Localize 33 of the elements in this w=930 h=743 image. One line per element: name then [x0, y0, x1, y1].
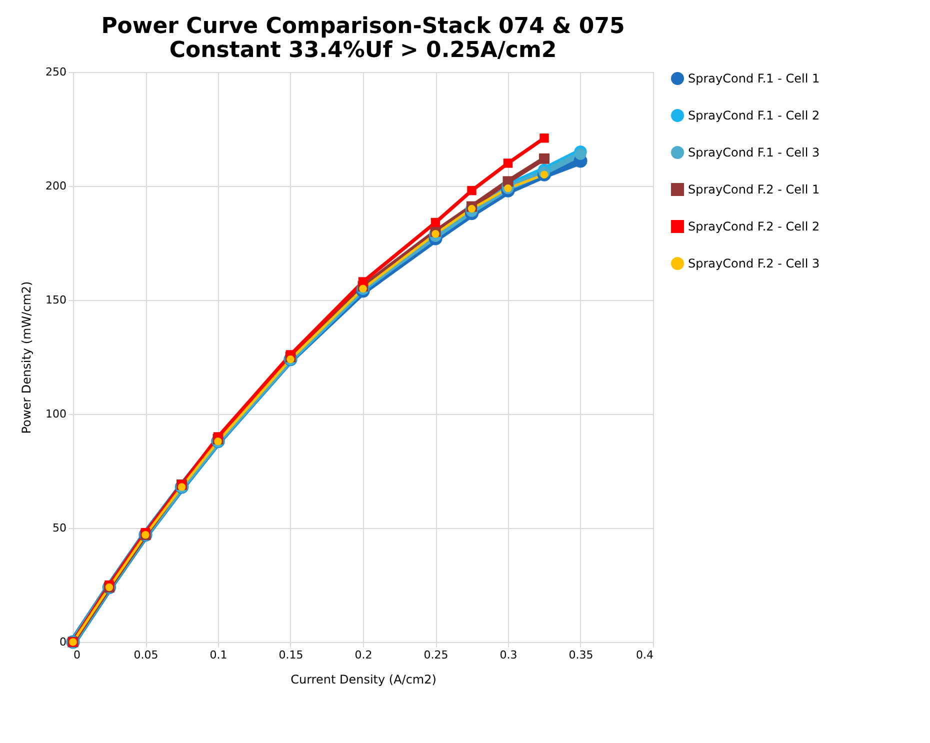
legend-label: SprayCond F.1 - Cell 1: [688, 72, 820, 86]
legend-label: SprayCond F.2 - Cell 1: [688, 182, 820, 196]
y-tick-label: 200: [46, 180, 66, 192]
legend-label: SprayCond F.2 - Cell 2: [688, 220, 820, 234]
y-axis-title: Power Density (mW/cm2): [20, 281, 34, 434]
y-tick-label: 0: [60, 636, 66, 648]
x-tick-label: 0.25: [424, 648, 448, 662]
x-axis-title: Current Density (A/cm2): [290, 672, 436, 686]
text: Constant 33.4%Uf > 0.25A/cm2: [169, 38, 557, 63]
x-tick-label: 0.1: [210, 648, 228, 662]
point: [430, 218, 440, 228]
point: [574, 148, 586, 160]
x-tick-label: 0.4: [636, 648, 654, 662]
x-tick-label: 0.35: [568, 648, 594, 662]
x-tick-label: 0.2: [354, 648, 372, 662]
y-tick-label: 250: [46, 66, 66, 78]
x-tick-label: 0.05: [134, 648, 158, 662]
point: [468, 204, 476, 213]
point: [539, 153, 550, 164]
point: [503, 158, 513, 168]
text: Power Curve Comparison-Stack 074 & 075: [101, 14, 625, 39]
legend-label: SprayCond F.1 - Cell 2: [688, 108, 820, 122]
point: [467, 186, 476, 196]
x-tick-label: 0: [74, 648, 80, 662]
x-tick-label: 0.15: [278, 648, 304, 662]
point: [540, 134, 549, 143]
legend-label: SprayCond F.1 - Cell 3: [688, 146, 820, 160]
x-tick-label: 0.3: [500, 648, 518, 662]
y-tick-label: 150: [46, 294, 66, 306]
point: [358, 277, 368, 286]
legend-label: SprayCond F.2 - Cell 3: [688, 256, 820, 270]
y-tick-label: 100: [46, 408, 66, 420]
y-tick-label: 50: [52, 522, 66, 534]
